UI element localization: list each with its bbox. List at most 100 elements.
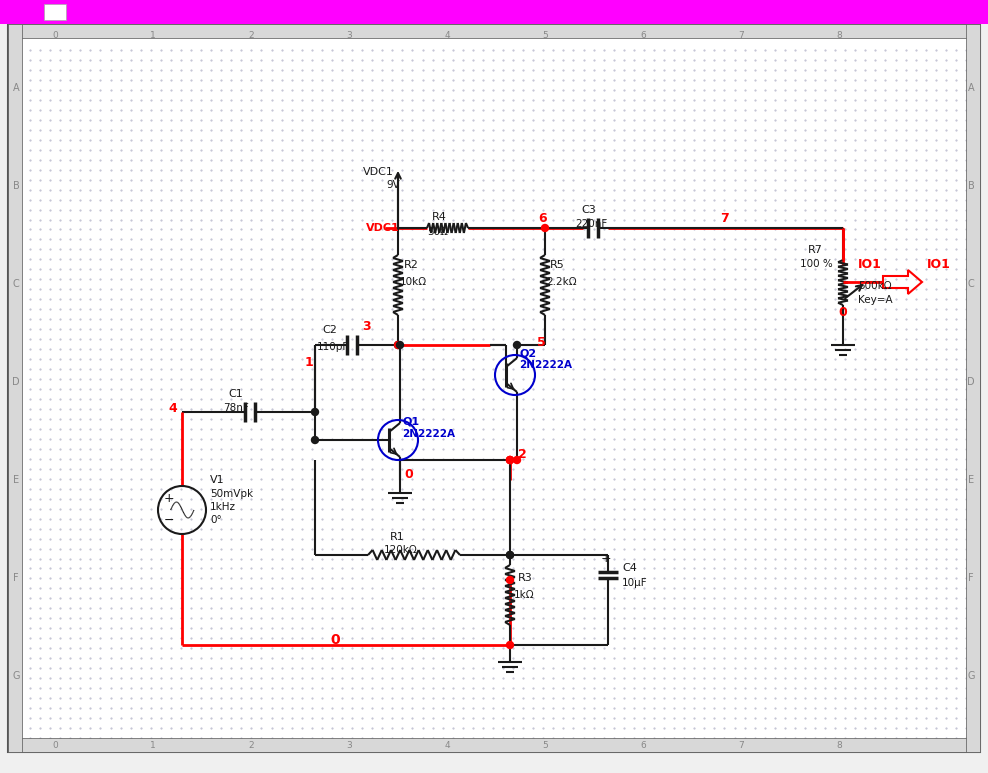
Circle shape [394,342,401,349]
Text: 100 %: 100 % [800,259,833,269]
Text: 6: 6 [640,30,646,39]
Text: 5: 5 [542,30,548,39]
Text: 220nF: 220nF [575,219,608,229]
Circle shape [514,457,521,464]
Circle shape [507,457,514,464]
Text: G: G [12,671,20,681]
Text: 10μF: 10μF [622,578,647,588]
Text: 3: 3 [346,741,352,751]
Circle shape [514,342,521,349]
Text: E: E [968,475,974,485]
Text: 1: 1 [150,741,156,751]
Text: 2: 2 [248,741,254,751]
Text: R1: R1 [390,532,405,542]
Text: C2: C2 [322,325,337,335]
Text: IO1: IO1 [927,258,950,271]
Bar [8,24,980,38]
Text: IO1: IO1 [858,258,882,271]
Text: 1: 1 [150,30,156,39]
Text: 6: 6 [640,741,646,751]
Text: B: B [967,181,974,191]
Text: D: D [12,377,20,387]
Circle shape [311,437,318,444]
Text: G: G [967,671,975,681]
Text: 0°: 0° [210,515,221,525]
Bar [8,738,980,752]
Text: 78nF: 78nF [223,403,249,413]
Circle shape [507,551,514,559]
Bar [0,0,988,24]
Text: 5: 5 [542,741,548,751]
Circle shape [507,577,514,584]
Text: 1: 1 [305,356,314,369]
Text: 7: 7 [738,30,744,39]
Circle shape [394,342,401,349]
Text: +: + [601,551,612,564]
Bar [44,4,66,20]
Circle shape [507,642,514,649]
Circle shape [507,457,514,464]
Text: 1kHz: 1kHz [210,502,236,512]
Text: 3: 3 [346,30,352,39]
Text: F: F [13,573,19,583]
Text: Q1: Q1 [402,417,419,427]
Circle shape [541,224,548,231]
Bar [966,24,980,752]
Text: 7: 7 [720,212,729,224]
Circle shape [396,342,403,349]
Text: 500kΩ: 500kΩ [858,281,891,291]
Text: Key=A: Key=A [858,295,892,305]
Text: Q2: Q2 [519,348,536,358]
Text: A: A [13,83,20,93]
Text: 8: 8 [836,30,842,39]
Text: 4: 4 [168,403,177,416]
Text: C4: C4 [622,563,637,573]
Text: 0: 0 [52,30,58,39]
Text: −: − [164,513,175,526]
Text: 7: 7 [738,741,744,751]
Text: 110pF: 110pF [317,342,349,352]
Text: 2N2222A: 2N2222A [402,429,455,439]
Text: 4: 4 [445,30,450,39]
Text: E: E [13,475,19,485]
Text: 3: 3 [362,321,370,333]
Text: 4: 4 [445,741,450,751]
Text: 0: 0 [838,305,847,318]
Text: B: B [13,181,20,191]
Text: R5: R5 [550,260,565,270]
Text: V1: V1 [210,475,224,485]
Text: ☞→: ☞→ [10,7,30,17]
Text: 1kΩ: 1kΩ [514,590,535,600]
Text: 10kΩ: 10kΩ [400,277,427,287]
Text: R7: R7 [808,245,823,255]
Text: 50Ω: 50Ω [427,227,448,237]
Bar [8,24,22,752]
Text: R3: R3 [518,573,533,583]
Text: 50mVpk: 50mVpk [210,489,253,499]
Text: 0: 0 [330,633,340,647]
Text: 120kΩ: 120kΩ [384,545,418,555]
Text: R2: R2 [404,260,419,270]
Text: C3: C3 [581,205,596,215]
Text: R4: R4 [432,212,447,222]
Text: 2N2222A: 2N2222A [519,360,572,370]
Circle shape [311,408,318,416]
Text: VDC1: VDC1 [366,223,400,233]
Text: 0: 0 [52,741,58,751]
Text: 2.2kΩ: 2.2kΩ [546,277,577,287]
Text: 0: 0 [404,468,413,482]
Text: 14.3: 14.3 [50,5,81,19]
Text: C: C [13,279,20,289]
Text: +: + [164,492,175,505]
Text: 9V: 9V [386,180,400,190]
Text: A: A [967,83,974,93]
Text: F: F [968,573,974,583]
Text: 2: 2 [248,30,254,39]
Text: D: D [967,377,975,387]
Text: 5: 5 [537,335,545,349]
Text: C1: C1 [228,389,243,399]
Text: C: C [967,279,974,289]
Circle shape [507,457,514,464]
Text: 8: 8 [836,741,842,751]
Text: VDC1: VDC1 [363,167,394,177]
